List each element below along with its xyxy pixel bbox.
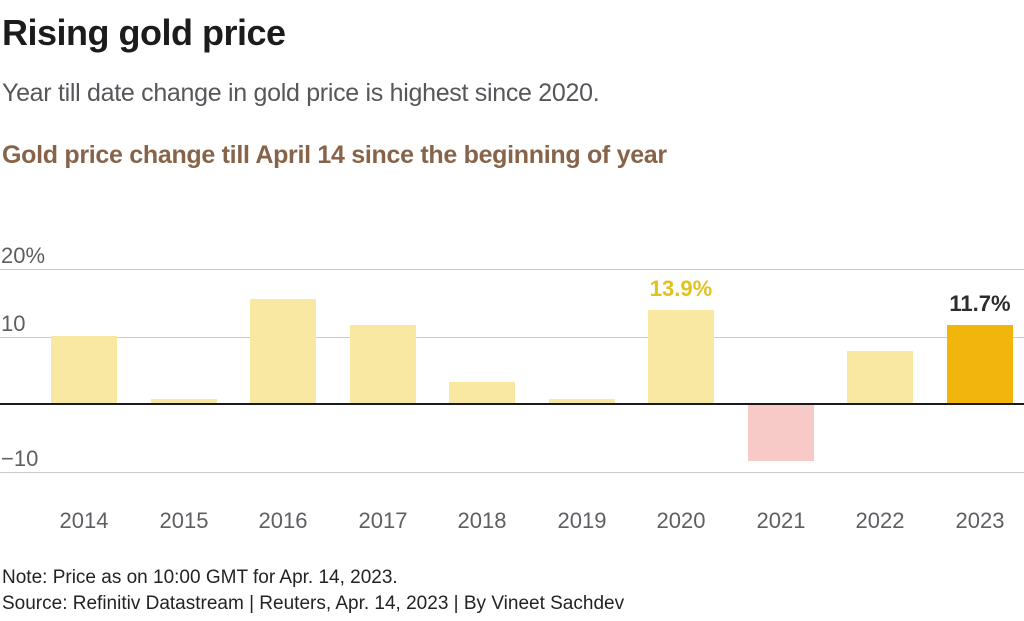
bar-2020 [648, 310, 714, 404]
gridline--10 [0, 472, 1024, 473]
x-axis-label-2015: 2015 [159, 508, 209, 533]
bar-2023 [947, 325, 1013, 404]
chart-title: Gold price change till April 14 since th… [2, 141, 667, 169]
x-axis-label-2017: 2017 [358, 508, 408, 533]
zero-baseline [0, 403, 1024, 405]
bar-2019 [549, 399, 615, 404]
note-text: Note: Price as on 10:00 GMT for Apr. 14,… [2, 567, 398, 588]
x-axis-label-2014: 2014 [59, 508, 109, 533]
gridline-20 [0, 269, 1024, 270]
x-axis-label-2022: 2022 [855, 508, 905, 533]
page-title: Rising gold price [2, 12, 286, 53]
bar-2017 [350, 325, 416, 404]
y-axis-label-20: 20% [1, 243, 46, 268]
gridline-10 [0, 337, 1024, 338]
source-text: Source: Refinitiv Datastream | Reuters, … [2, 593, 625, 614]
x-axis-label-2021: 2021 [756, 508, 806, 533]
bar-2016 [250, 299, 316, 404]
x-axis-label-2019: 2019 [557, 508, 607, 533]
y-axis-label--10: −10 [1, 446, 39, 471]
y-axis-label-10: 10 [1, 311, 26, 336]
x-axis-label-2023: 2023 [955, 508, 1005, 533]
bar-2014 [51, 336, 117, 404]
value-label-2020: 13.9% [649, 276, 713, 301]
x-axis-label-2016: 2016 [258, 508, 308, 533]
x-axis-label-2018: 2018 [457, 508, 507, 533]
bar-2018 [449, 382, 515, 404]
bar-2022 [847, 351, 913, 404]
x-axis-label-2020: 2020 [656, 508, 706, 533]
bar-2021 [748, 404, 814, 461]
page-subtitle: Year till date change in gold price is h… [2, 79, 600, 107]
bar-2015 [151, 399, 217, 404]
value-label-2023: 11.7% [949, 291, 1011, 316]
